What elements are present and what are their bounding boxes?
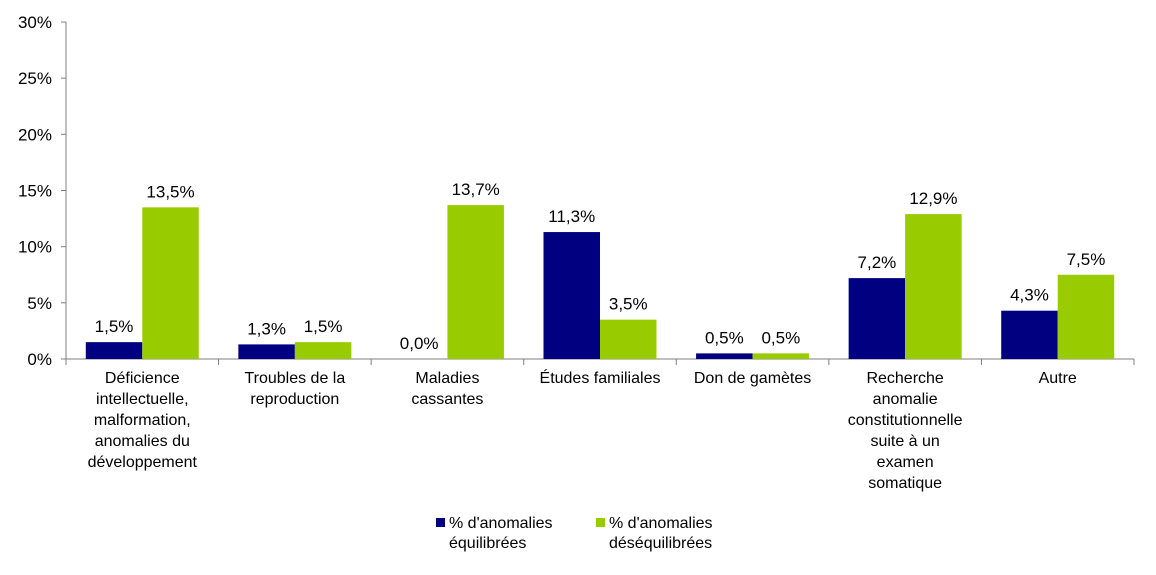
x-category-label: Autre xyxy=(1039,370,1077,387)
y-tick-label: 30% xyxy=(18,13,52,32)
x-category-label-line: constitutionnelle xyxy=(848,412,963,429)
x-category-label-line: Déficience xyxy=(105,370,180,387)
legend-label-line: équilibrées xyxy=(449,535,526,552)
x-category-label: Recherche anomalie constitutionnelle suite … xyxy=(848,370,963,492)
legend-swatch-series2 xyxy=(596,518,605,527)
x-category-label-line: examen xyxy=(877,454,934,471)
data-label: 0,5% xyxy=(705,328,744,347)
data-label: 11,3% xyxy=(548,207,595,226)
x-category-label: Troubles de la reproduction xyxy=(244,370,345,408)
bar-series2 xyxy=(142,207,199,359)
data-label: 1,5% xyxy=(304,317,343,336)
data-label: 13,7% xyxy=(452,180,500,199)
data-label: 0,0% xyxy=(400,334,439,353)
x-category-label-line: Études familiales xyxy=(540,368,661,387)
bar-series2 xyxy=(752,353,810,359)
x-category-label-line: suite à un xyxy=(870,433,939,450)
data-label: 13,5% xyxy=(146,182,194,201)
data-label: 7,2% xyxy=(858,253,897,272)
legend-label-series1: % d'anomalies équilibrées xyxy=(449,515,553,552)
data-label: 3,5% xyxy=(609,295,648,314)
data-label: 7,5% xyxy=(1067,250,1106,269)
x-category-label-line: Maladies xyxy=(415,370,479,387)
x-category-label-line: reproduction xyxy=(250,391,339,408)
x-category-label-line: Recherche xyxy=(866,370,943,387)
bar-series2 xyxy=(447,205,504,359)
y-tick-label: 20% xyxy=(18,125,52,144)
x-category-label-line: intellectuelle, xyxy=(96,391,189,408)
x-category-label-line: Autre xyxy=(1039,370,1077,387)
x-category-label-line: anomalie xyxy=(873,391,938,408)
x-category-label-line: Don de gamètes xyxy=(694,370,811,387)
y-tick-label: 15% xyxy=(18,182,52,201)
x-category-label: Études familiales xyxy=(540,368,661,387)
x-category-label: Déficience intellectuelle, malformation, an… xyxy=(88,370,198,471)
legend-label-series2: % d'anomalies déséquilibrées xyxy=(609,515,713,552)
bar-series1 xyxy=(85,342,143,359)
y-tick-label: 5% xyxy=(27,294,52,313)
bar-series2 xyxy=(600,319,657,359)
bar-series1 xyxy=(848,278,906,359)
bar-series2 xyxy=(294,342,352,359)
bar-series2 xyxy=(905,214,962,359)
bar-series2 xyxy=(1057,274,1115,359)
y-tick-label: 10% xyxy=(18,238,52,257)
x-category-label-line: somatique xyxy=(868,475,942,492)
x-category-label-line: anomalies du xyxy=(95,433,190,450)
bar-series1 xyxy=(696,353,753,359)
legend-label-line: déséquilibrées xyxy=(609,535,712,552)
x-category-label: Maladies cassantes xyxy=(411,370,483,408)
bar-series1 xyxy=(543,232,600,359)
x-category-label-line: malformation, xyxy=(94,412,191,429)
data-label: 4,3% xyxy=(1010,286,1049,305)
legend-label-line: % d'anomalies xyxy=(609,515,713,532)
x-category-label: Don de gamètes xyxy=(694,370,811,387)
data-label: 12,9% xyxy=(909,189,957,208)
data-label: 1,5% xyxy=(95,317,134,336)
x-category-label-line: développement xyxy=(88,454,198,471)
bar-series1 xyxy=(238,344,295,359)
data-label: 1,3% xyxy=(247,319,286,338)
x-category-label-line: cassantes xyxy=(411,391,483,408)
legend-swatch-series1 xyxy=(436,518,445,527)
y-tick-label: 25% xyxy=(18,69,52,88)
bar-series1 xyxy=(1001,310,1058,359)
legend-label-line: % d'anomalies xyxy=(449,515,553,532)
data-label: 0,5% xyxy=(761,328,800,347)
x-category-label-line: Troubles de la xyxy=(244,370,345,387)
y-tick-label: 0% xyxy=(27,350,52,369)
